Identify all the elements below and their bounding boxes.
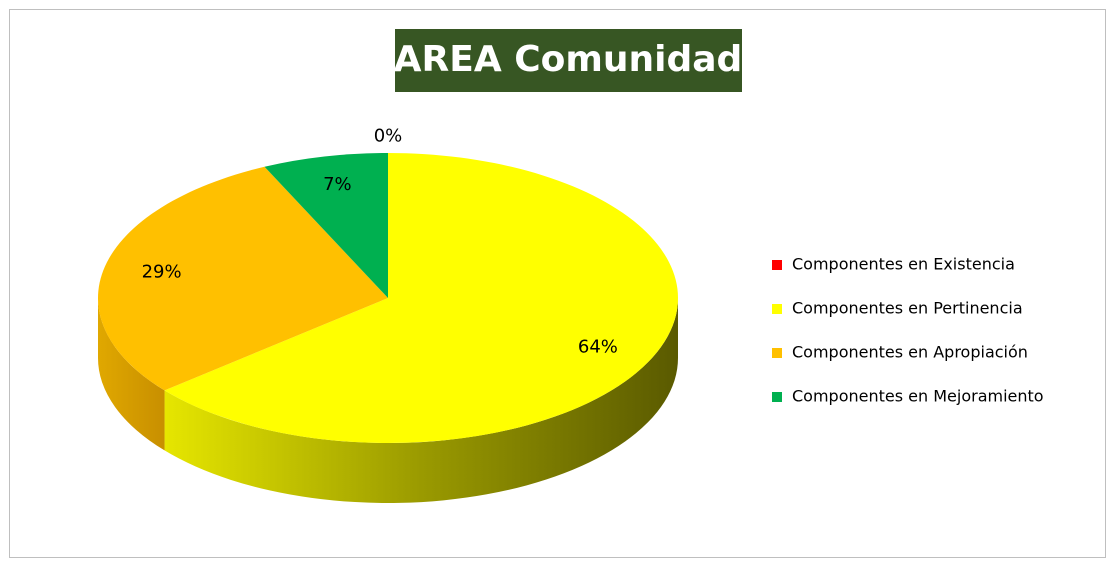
- title-background: [395, 29, 742, 92]
- data-label: 64%: [578, 336, 618, 357]
- pie-slice: [164, 153, 679, 444]
- legend-label: Componentes en Mejoramiento: [792, 387, 1044, 406]
- data-label: 7%: [323, 174, 352, 195]
- data-labels: 0% 64% 29% 7%: [142, 126, 618, 358]
- legend-swatch: [772, 348, 782, 358]
- legend-label: Componentes en Pertinencia: [792, 299, 1023, 318]
- data-label: 29%: [142, 262, 182, 283]
- pie-walls: [98, 298, 679, 503]
- data-label: 0%: [374, 126, 403, 147]
- legend-label: Componentes en Apropiación: [792, 343, 1028, 362]
- pie-slice-side: [98, 298, 165, 451]
- legend-swatch: [772, 260, 782, 270]
- legend-swatch: [772, 392, 782, 402]
- chart-title: AREA Comunidad: [394, 39, 743, 80]
- legend: Componentes en Existencia Componentes en …: [772, 255, 1044, 406]
- pie-slice: [264, 153, 388, 298]
- legend-swatch: [772, 304, 782, 314]
- pie-tops: [98, 153, 679, 444]
- pie-slice: [98, 166, 389, 391]
- legend-label: Componentes en Existencia: [792, 255, 1015, 274]
- pie-slice-side: [164, 298, 679, 503]
